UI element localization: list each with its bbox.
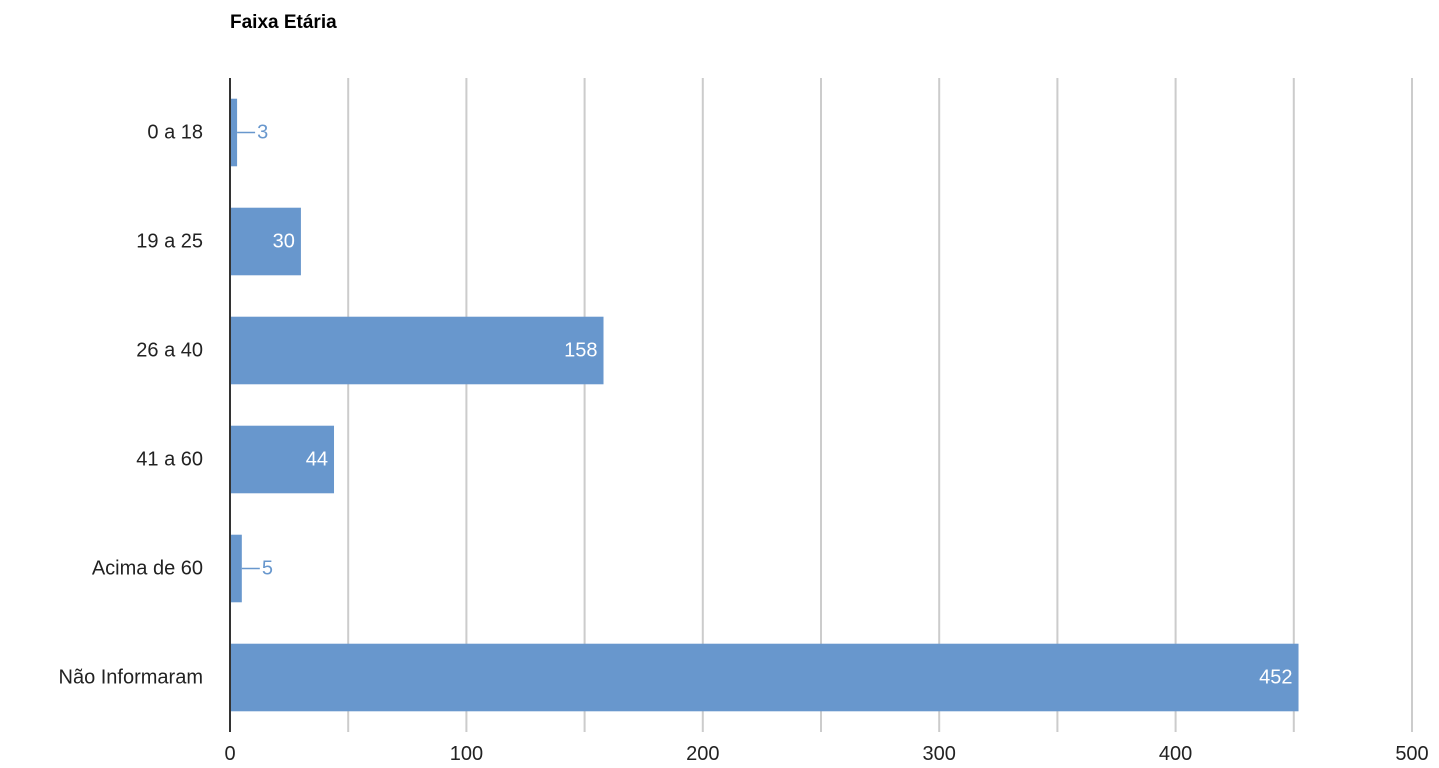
bars [230, 98, 1299, 712]
bar [230, 207, 301, 276]
bar [230, 425, 335, 494]
x-tick-label: 400 [1159, 743, 1192, 765]
data-label: 5 [262, 558, 273, 580]
chart-title: Faixa Etária [230, 12, 337, 33]
gridlines [347, 78, 1413, 732]
data-label: 158 [564, 340, 597, 362]
labels: 0 a 18 3 19 a 25 30 26 a 40 158 41 a 60 44 Acima… [59, 122, 1293, 689]
axes: 0 100 200 300 400 500 [224, 78, 1429, 765]
bar [230, 98, 238, 167]
category-label: Acima de 60 [92, 558, 203, 580]
bar [230, 316, 604, 385]
x-tick-label: 500 [1395, 743, 1428, 765]
category-label: 26 a 40 [136, 340, 203, 362]
data-label: 3 [257, 122, 268, 144]
category-label: Não Informaram [59, 667, 204, 689]
category-label: 41 a 60 [136, 449, 203, 471]
data-label: 30 [273, 231, 295, 253]
data-label: 452 [1259, 667, 1292, 689]
x-tick-label: 300 [923, 743, 956, 765]
bar [230, 643, 1299, 712]
category-label: 0 a 18 [147, 122, 203, 144]
x-tick-label: 100 [450, 743, 483, 765]
category-label: 19 a 25 [136, 231, 203, 253]
data-label: 44 [306, 449, 328, 471]
x-tick-label: 0 [224, 743, 235, 765]
bar [230, 534, 242, 603]
x-tick-label: 200 [686, 743, 719, 765]
